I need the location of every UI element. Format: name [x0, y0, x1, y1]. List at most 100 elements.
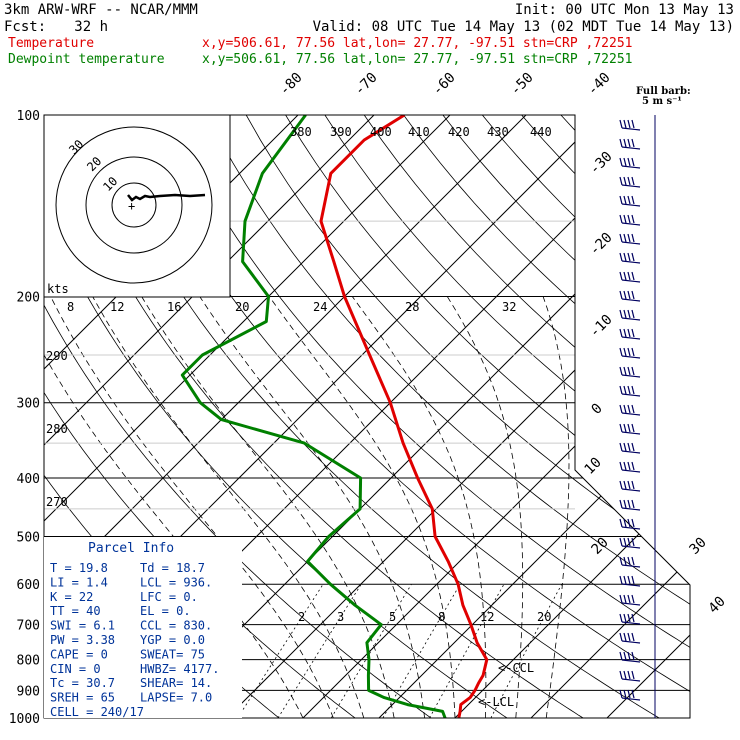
dewpoint-profile: [180, 115, 447, 718]
isotherm-line: [226, 115, 690, 718]
wind-barb: [619, 290, 641, 302]
temperature-location: x,y=506.61, 77.56 lat,lon= 27.77, -97.51…: [202, 36, 632, 51]
wind-barb: [619, 518, 641, 530]
isotherm-label: 10: [582, 455, 605, 478]
wind-barb: [619, 613, 641, 625]
parcel-row-right: EL = 0.: [140, 604, 191, 618]
wind-barb: [619, 689, 641, 701]
pressure-label-300: 300: [17, 397, 40, 412]
wind-barb: [619, 233, 641, 245]
isotherm-label: 40: [706, 594, 729, 617]
theta-label: 430: [487, 125, 509, 139]
pressure-label-200: 200: [17, 291, 40, 306]
wind-barb: [619, 195, 641, 207]
hodograph-trace: [127, 193, 206, 202]
speed-label: 24: [313, 300, 327, 314]
hodograph-axis-label: kts: [47, 282, 69, 296]
wind-barb: [619, 537, 641, 549]
full-barb-unit: 5 m s⁻¹: [642, 96, 682, 107]
theta-label: 410: [408, 125, 430, 139]
mixing-ratio-label: 2: [298, 610, 305, 624]
isotherm-label: -10: [587, 312, 616, 341]
forecast-label: Fcst:: [4, 19, 46, 35]
hodograph-origin: +: [128, 199, 135, 213]
isotherm-line: [530, 115, 690, 718]
parcel-row-right: LCL = 936.: [140, 575, 212, 589]
parcel-row-right: CCL = 830.: [140, 619, 212, 633]
wind-barb: [619, 347, 641, 359]
moist-adiabat-line: [542, 296, 570, 718]
mixing-ratio-label: 12: [480, 610, 494, 624]
mixing-ratio-label: 20: [537, 610, 551, 624]
wind-barb: [619, 328, 641, 340]
init-time: Init: 00 UTC Mon 13 May 13: [515, 2, 734, 18]
dry-adiabat-line: [560, 115, 690, 718]
speed-label: 8: [67, 300, 74, 314]
wind-barb: [619, 670, 641, 682]
model-title: 3km ARW-WRF -- NCAR/MMM: [4, 2, 198, 18]
isotherm-label: -70: [352, 70, 381, 99]
pressure-label-1000: 1000: [9, 712, 40, 727]
valid-time: Valid: 08 UTC Tue 14 May 13 (02 MDT Tue …: [313, 19, 734, 35]
mixing-ratio-line: [330, 583, 412, 718]
wind-barb: [619, 385, 641, 397]
pressure-label-700: 700: [17, 619, 40, 634]
wind-barb: [619, 594, 641, 606]
wind-barb: [619, 461, 641, 473]
isotherm-label: -20: [587, 230, 616, 259]
parcel-row-left: T = 19.8: [50, 561, 108, 575]
temperature-profile: [319, 115, 489, 718]
wind-barb: [619, 366, 641, 378]
theta-label: 440: [530, 125, 552, 139]
wind-barb: [619, 423, 641, 435]
isotherm-label: -50: [508, 70, 537, 99]
wind-barb: [619, 309, 641, 321]
isotherm-line: [454, 115, 690, 718]
speed-label: 32: [502, 300, 516, 314]
theta-side-label: 280: [46, 422, 68, 436]
parcel-row-right: Td = 18.7: [140, 561, 205, 575]
wind-barb: [619, 404, 641, 416]
mixing-ratio-line: [237, 583, 324, 718]
speed-label: 16: [167, 300, 181, 314]
pressure-label-400: 400: [17, 472, 40, 487]
parcel-row-right: HWBZ= 4177.: [140, 662, 219, 676]
parcel-row-left: SREH = 65: [50, 691, 115, 705]
isotherm-line: [44, 115, 527, 718]
theta-label: 390: [330, 125, 352, 139]
wind-barb: [619, 176, 641, 188]
theta-label: 420: [448, 125, 470, 139]
dry-adiabat-line: [167, 115, 690, 718]
wind-barb: [619, 157, 641, 169]
isotherm-label: 0: [589, 401, 606, 418]
mixing-ratio-label: 5: [389, 610, 396, 624]
isotherm-label: 30: [687, 535, 710, 558]
parcel-row-right: SWEAT= 75: [140, 647, 205, 661]
mixing-ratio-label: 3: [337, 610, 344, 624]
wind-barb: [619, 632, 641, 644]
speed-label: 20: [235, 300, 249, 314]
dry-adiabat-line: [245, 115, 690, 718]
parcel-row-right: YGP = 0.0: [140, 633, 205, 647]
isotherm-label: -30: [587, 149, 616, 178]
isotherm-line: [44, 115, 451, 718]
mixing-ratio-label: 8: [438, 610, 445, 624]
parcel-row-left: K = 22: [50, 590, 93, 604]
parcel-row-left: TT = 40: [50, 604, 101, 618]
parcel-row-right: LAPSE= 7.0: [140, 691, 212, 705]
pressure-label-800: 800: [17, 654, 40, 669]
wind-barb: [619, 575, 641, 587]
wind-barb: [619, 556, 641, 568]
parcel-row-left: LI = 1.4: [50, 575, 108, 589]
pressure-label-900: 900: [17, 684, 40, 699]
wind-barb: [619, 480, 641, 492]
lcl-annotation: <-LCL: [478, 695, 514, 709]
wind-barb: [619, 138, 641, 150]
parcel-row-right: LFC = 0.: [140, 590, 198, 604]
hodograph: 10 20 30 + kts: [43, 114, 231, 298]
theta-label: 380: [290, 125, 312, 139]
dewpoint-location: x,y=506.61, 77.56 lat,lon= 27.77, -97.51…: [202, 52, 632, 67]
dry-adiabat-line: [285, 115, 690, 718]
parcel-info-box: Parcel Info T = 19.8 Td = 18.7 LI = 1.4 LCL…: [44, 537, 242, 719]
